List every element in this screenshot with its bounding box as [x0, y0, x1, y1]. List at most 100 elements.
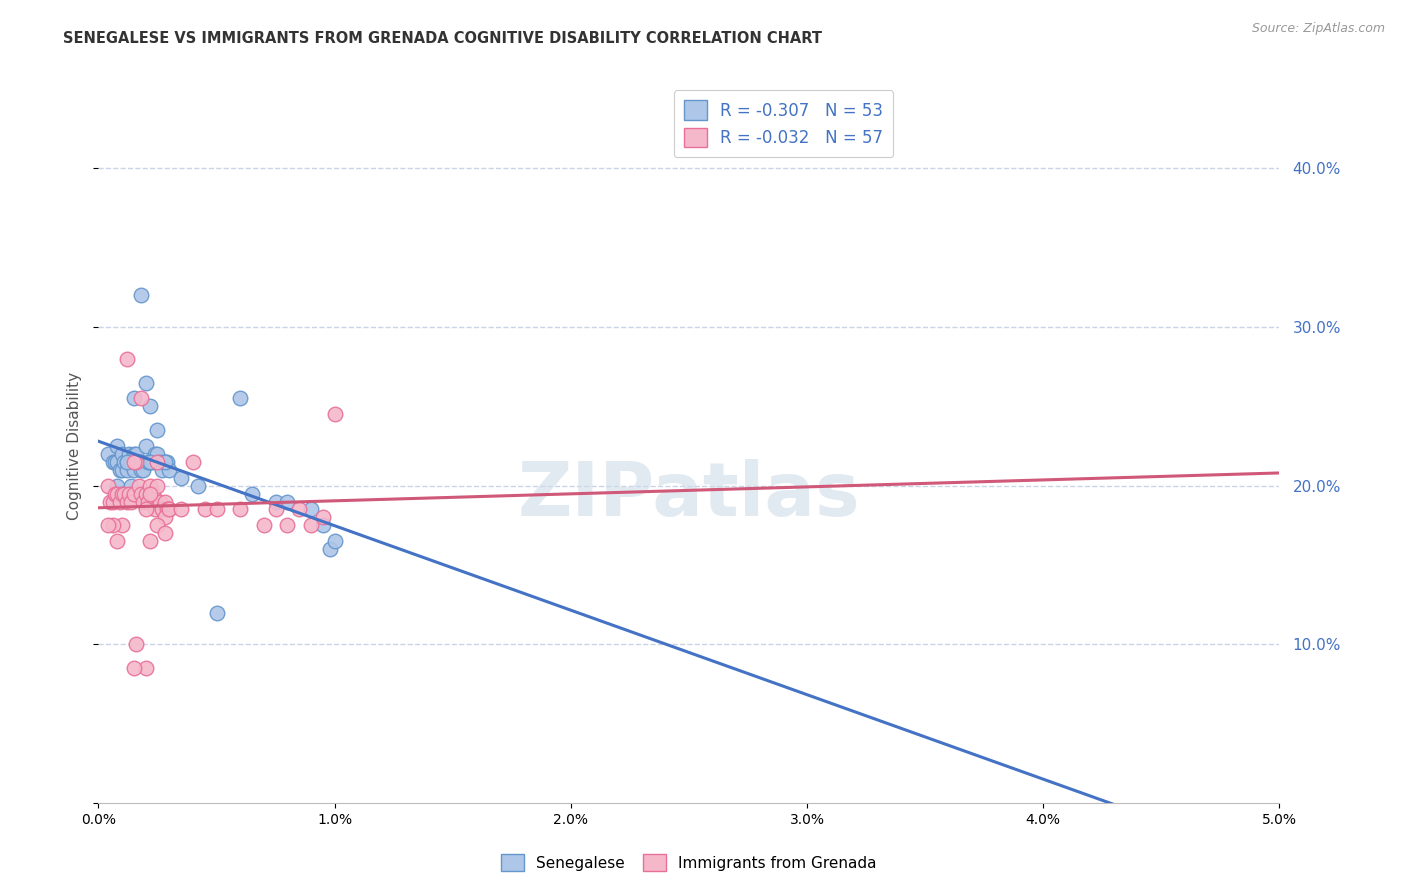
- Point: [104, 455, 127, 469]
- Point: [132, 494, 155, 508]
- Point: [122, 486, 145, 500]
- Point: [125, 455, 148, 469]
- Point: [153, 455, 176, 469]
- Point: [153, 526, 176, 541]
- Point: [312, 510, 335, 524]
- Point: [135, 661, 157, 675]
- Text: Source: ZipAtlas.com: Source: ZipAtlas.com: [1251, 22, 1385, 36]
- Point: [121, 478, 143, 492]
- Point: [139, 455, 162, 469]
- Point: [122, 447, 145, 461]
- Point: [105, 478, 128, 492]
- Point: [115, 455, 138, 469]
- Point: [146, 423, 169, 437]
- Point: [146, 455, 169, 469]
- Point: [101, 455, 124, 469]
- Point: [112, 486, 135, 500]
- Point: [319, 542, 342, 557]
- Point: [323, 534, 346, 549]
- Point: [122, 463, 145, 477]
- Point: [108, 494, 131, 508]
- Point: [125, 637, 148, 651]
- Point: [111, 486, 134, 500]
- Point: [115, 463, 138, 477]
- Point: [122, 661, 145, 675]
- Point: [288, 502, 311, 516]
- Point: [118, 447, 141, 461]
- Text: ZIPatlas: ZIPatlas: [517, 459, 860, 533]
- Point: [101, 494, 124, 508]
- Point: [312, 518, 335, 533]
- Point: [264, 494, 287, 508]
- Point: [121, 494, 143, 508]
- Point: [323, 407, 346, 421]
- Point: [97, 447, 120, 461]
- Point: [118, 486, 141, 500]
- Point: [276, 518, 298, 533]
- Point: [136, 455, 159, 469]
- Point: [205, 502, 228, 516]
- Point: [105, 534, 128, 549]
- Point: [156, 502, 179, 516]
- Point: [139, 455, 162, 469]
- Point: [240, 486, 263, 500]
- Point: [101, 518, 124, 533]
- Point: [194, 502, 217, 516]
- Point: [153, 455, 176, 469]
- Point: [276, 494, 298, 508]
- Point: [111, 486, 134, 500]
- Point: [149, 455, 172, 469]
- Point: [136, 494, 159, 508]
- Point: [150, 463, 173, 477]
- Point: [146, 518, 169, 533]
- Point: [98, 494, 121, 508]
- Point: [108, 463, 131, 477]
- Point: [129, 455, 152, 469]
- Point: [143, 447, 166, 461]
- Point: [139, 478, 162, 492]
- Point: [135, 439, 157, 453]
- Point: [128, 455, 150, 469]
- Point: [115, 351, 138, 366]
- Point: [146, 447, 169, 461]
- Point: [97, 478, 120, 492]
- Point: [157, 502, 180, 516]
- Point: [142, 486, 165, 500]
- Point: [115, 494, 138, 508]
- Point: [128, 478, 150, 492]
- Point: [139, 534, 162, 549]
- Point: [135, 376, 157, 390]
- Point: [157, 463, 180, 477]
- Point: [143, 502, 166, 516]
- Point: [299, 518, 322, 533]
- Point: [129, 486, 152, 500]
- Point: [111, 518, 134, 533]
- Point: [153, 510, 176, 524]
- Point: [205, 606, 228, 620]
- Point: [153, 494, 176, 508]
- Point: [142, 455, 165, 469]
- Point: [150, 502, 173, 516]
- Point: [105, 455, 128, 469]
- Point: [104, 486, 127, 500]
- Point: [139, 400, 162, 414]
- Point: [264, 502, 287, 516]
- Point: [157, 502, 180, 516]
- Point: [135, 486, 157, 500]
- Point: [170, 502, 193, 516]
- Point: [129, 392, 152, 406]
- Point: [129, 463, 152, 477]
- Point: [139, 486, 162, 500]
- Point: [112, 455, 135, 469]
- Point: [125, 447, 148, 461]
- Point: [229, 392, 252, 406]
- Point: [146, 478, 169, 492]
- Y-axis label: Cognitive Disability: Cognitive Disability: [67, 372, 83, 520]
- Point: [115, 455, 138, 469]
- Text: SENEGALESE VS IMMIGRANTS FROM GRENADA COGNITIVE DISABILITY CORRELATION CHART: SENEGALESE VS IMMIGRANTS FROM GRENADA CO…: [63, 31, 823, 46]
- Point: [187, 478, 209, 492]
- Point: [105, 486, 128, 500]
- Legend: Senegalese, Immigrants from Grenada: Senegalese, Immigrants from Grenada: [495, 848, 883, 877]
- Point: [97, 518, 120, 533]
- Point: [170, 471, 193, 485]
